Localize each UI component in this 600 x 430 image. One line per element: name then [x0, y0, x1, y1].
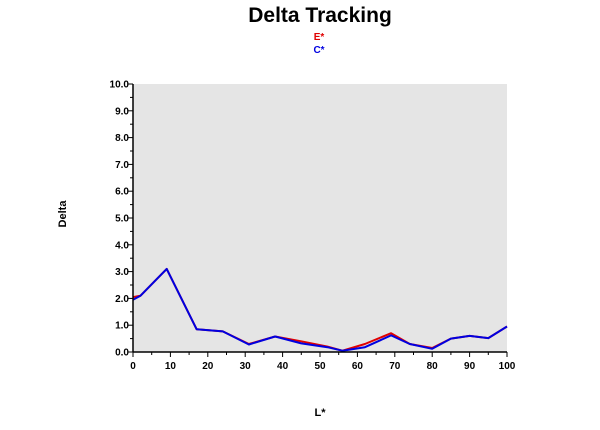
y-tick-label: 7.0 [115, 160, 129, 171]
series-line-c [132, 267, 508, 352]
y-tick-label: 9.0 [115, 106, 129, 117]
x-tick-label: 30 [240, 361, 252, 372]
plot-area [133, 84, 507, 352]
x-tick-label: 20 [202, 361, 214, 372]
x-tick-label: 60 [352, 361, 364, 372]
y-tick-label: 6.0 [115, 187, 129, 198]
y-tick-label: 5.0 [115, 214, 129, 225]
x-tick-label: 70 [389, 361, 401, 372]
x-tick-label: 90 [464, 361, 476, 372]
y-tick-label: 2.0 [115, 294, 129, 305]
legend-entry-c: C* [313, 45, 325, 56]
y-tick-label: 8.0 [115, 133, 129, 144]
chart-title: Delta Tracking [248, 4, 392, 27]
legend-entry-e: E* [313, 32, 325, 43]
y-tick-label: 10.0 [110, 80, 130, 91]
x-tick-label: 40 [277, 361, 289, 372]
y-tick-label: 3.0 [115, 267, 129, 278]
y-tick-label: 0.0 [115, 348, 129, 359]
y-tick-label: 1.0 [115, 321, 129, 332]
y-tick-label: 4.0 [115, 240, 129, 251]
x-tick-label: 50 [314, 361, 326, 372]
x-tick-label: 10 [165, 361, 177, 372]
x-tick-label: 80 [427, 361, 439, 372]
x-axis-label: L* [314, 407, 326, 419]
x-tick-label: 100 [499, 361, 516, 372]
x-tick-label: 0 [130, 361, 136, 372]
